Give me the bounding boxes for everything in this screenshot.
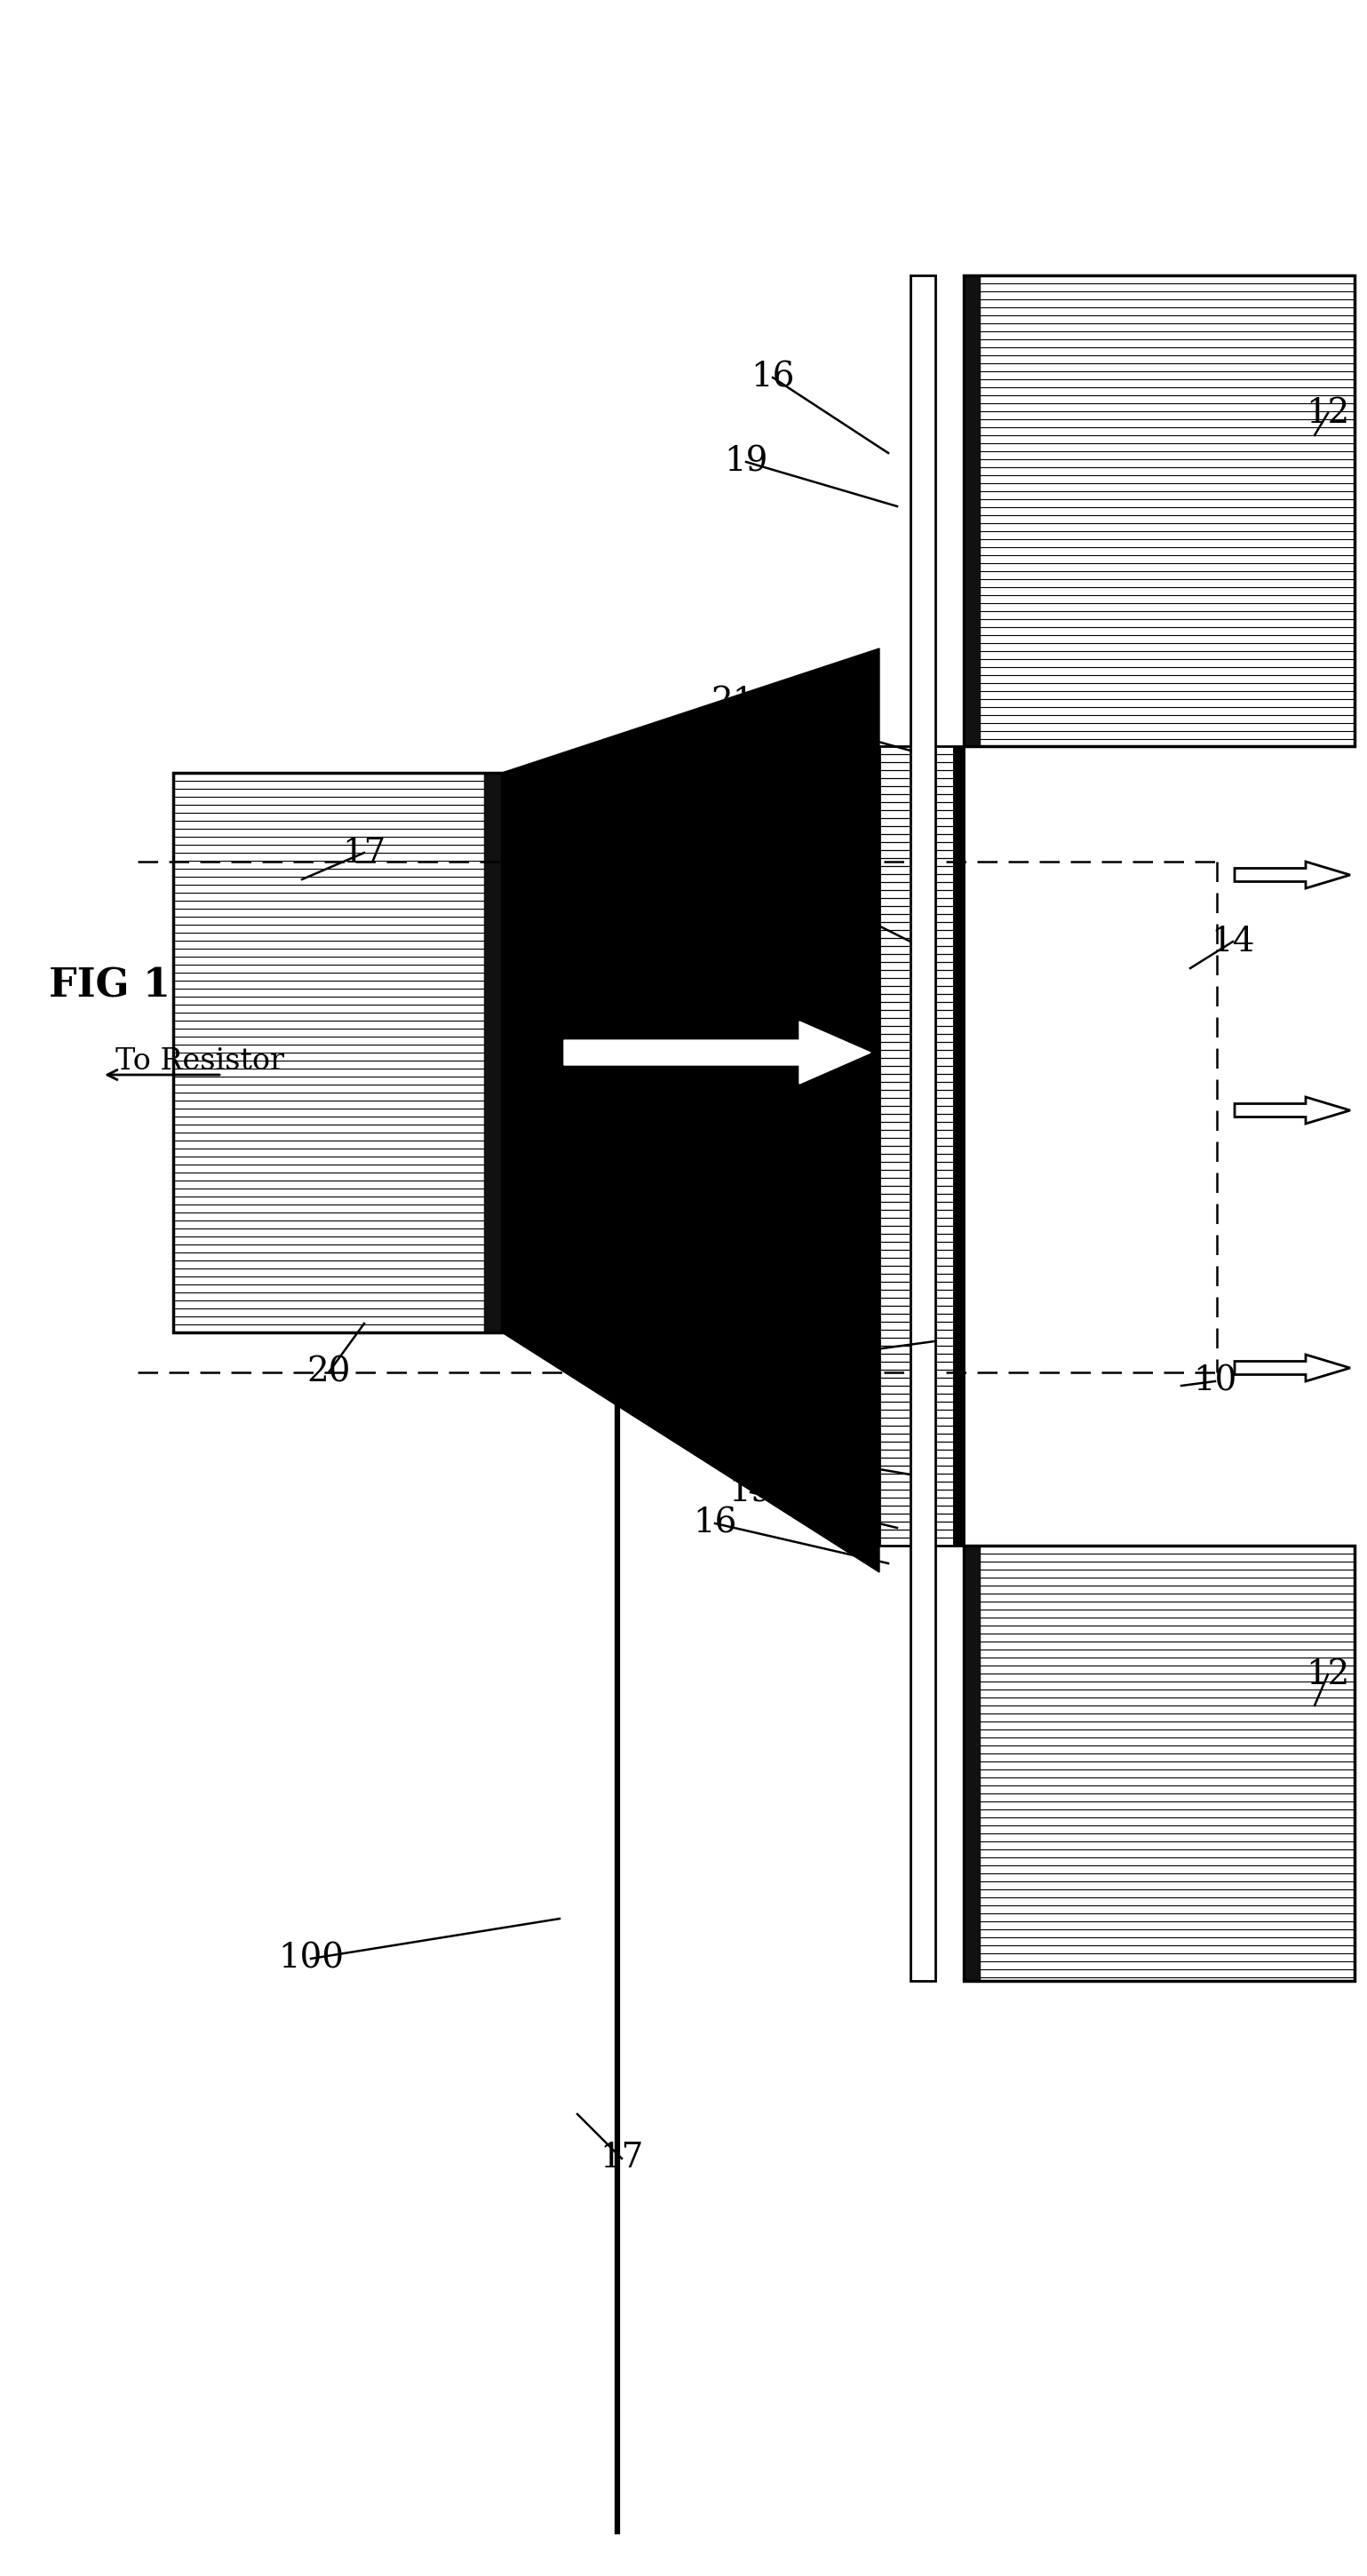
Text: 23: 23 [737,850,782,884]
Polygon shape [502,649,879,1571]
Bar [910,276,935,1981]
Bar [964,276,980,747]
Bar [964,276,1355,747]
Polygon shape [1234,1355,1351,1381]
Text: 21: 21 [711,685,755,719]
Text: 18: 18 [685,1355,729,1388]
Bar [879,747,964,1546]
Polygon shape [565,1023,871,1084]
Text: FIG 1: FIG 1 [49,966,171,1005]
Text: 100: 100 [278,1942,344,1976]
Text: 12: 12 [1305,397,1349,430]
Text: 14: 14 [1211,925,1255,958]
Text: 17: 17 [600,2143,644,2174]
Text: 19: 19 [725,446,768,479]
Text: 16: 16 [693,1507,737,1540]
Text: 12: 12 [1305,1659,1349,1690]
Bar [953,747,964,1546]
Text: 16: 16 [750,361,794,394]
Polygon shape [1234,1097,1351,1123]
Bar [964,1546,980,1981]
Bar [484,773,502,1332]
Polygon shape [1234,860,1351,889]
Text: 17: 17 [342,837,385,868]
Text: To Resistor: To Resistor [115,1048,284,1077]
Text: 25: 25 [658,850,701,884]
Text: 19: 19 [729,1476,772,1510]
Bar [174,773,502,1332]
Text: 20: 20 [306,1355,350,1388]
Text: 10: 10 [1193,1365,1237,1399]
Text: 21: 21 [707,1427,750,1461]
Bar [964,1546,1355,1981]
